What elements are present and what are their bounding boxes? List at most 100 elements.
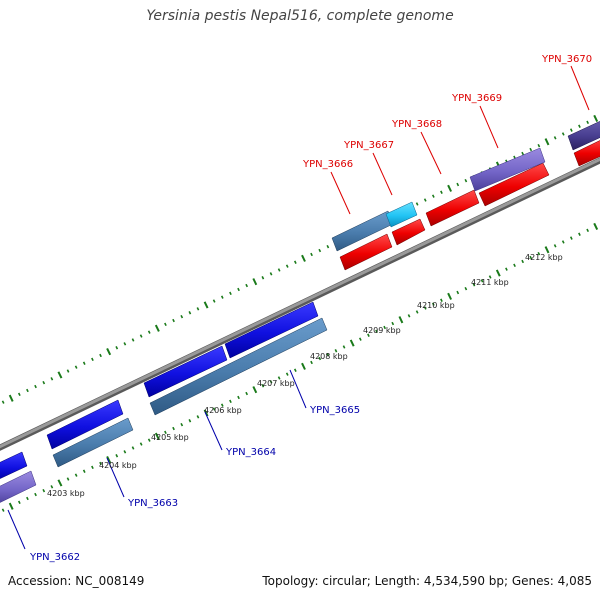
major-tick [495, 269, 501, 277]
minor-tick [269, 272, 273, 276]
minor-tick [480, 279, 484, 283]
kbp-label: 4208 kbp [310, 352, 348, 361]
minor-tick [172, 318, 175, 323]
minor-tick [123, 450, 127, 454]
gene-label[interactable]: YPN_3663 [127, 498, 178, 509]
minor-tick [326, 352, 330, 357]
kbp-label: 4211 kbp [471, 278, 509, 287]
gene-label[interactable]: YPN_3665 [309, 405, 360, 416]
minor-tick [245, 283, 249, 288]
minor-tick [212, 299, 216, 303]
gene-features [0, 121, 600, 503]
minor-tick [537, 251, 541, 256]
gene-arrow [339, 233, 393, 271]
minor-tick [586, 120, 590, 125]
minor-tick [440, 298, 443, 302]
minor-tick [586, 228, 590, 233]
gene-label[interactable]: YPN_3668 [391, 119, 442, 130]
minor-tick [277, 376, 281, 380]
minor-tick [391, 321, 395, 326]
major-tick [349, 339, 355, 347]
minor-tick [553, 136, 557, 140]
minor-tick [578, 232, 581, 236]
gene-label[interactable]: YPN_3666 [302, 159, 353, 170]
minor-tick [488, 275, 492, 279]
minor-tick [147, 438, 151, 442]
gene-label[interactable]: YPN_3662 [29, 552, 80, 563]
minor-tick [553, 244, 557, 248]
genome-backbone [0, 157, 600, 451]
major-tick [106, 347, 112, 356]
minor-tick [220, 295, 224, 299]
minor-tick [277, 268, 281, 272]
minor-tick [99, 461, 102, 466]
gene-label[interactable]: YPN_3664 [225, 447, 276, 458]
minor-tick [569, 128, 573, 132]
kbp-label: 4209 kbp [363, 326, 401, 335]
minor-tick [17, 500, 21, 505]
minor-tick [74, 365, 78, 369]
kbp-label: 4205 kbp [151, 433, 189, 442]
gene-arrow [149, 317, 328, 416]
minor-tick [188, 419, 192, 423]
minor-tick [139, 442, 143, 446]
minor-tick [375, 329, 378, 334]
minor-tick [310, 252, 313, 257]
gene-arrow [143, 345, 228, 398]
kbp-label: 4203 kbp [47, 489, 85, 498]
minor-tick [115, 454, 119, 458]
minor-tick [237, 287, 240, 292]
minor-tick [82, 361, 86, 365]
gene-arrow [425, 189, 480, 227]
major-tick [301, 254, 306, 262]
minor-tick [318, 248, 322, 253]
gene-labels-upper: YPN_3666 YPN_3667 YPN_3668 YPN_3669 YPN_… [302, 54, 592, 170]
minor-tick [196, 307, 200, 311]
minor-tick [464, 286, 468, 291]
minor-tick [293, 260, 297, 264]
minor-tick [383, 325, 387, 330]
minor-tick [464, 178, 468, 183]
minor-tick [212, 407, 216, 411]
upper-tick-track [1, 114, 599, 404]
gene-arrow [478, 162, 550, 207]
gene-arrow [385, 201, 418, 228]
minor-tick [91, 465, 94, 470]
minor-tick [261, 384, 265, 388]
minor-tick [456, 182, 460, 187]
gene-arrow [0, 451, 28, 479]
minor-tick [561, 132, 565, 136]
major-tick [447, 184, 453, 192]
gene-label[interactable]: YPN_3670 [541, 54, 592, 65]
minor-tick [310, 360, 313, 365]
minor-tick [50, 377, 54, 381]
major-tick [106, 455, 112, 464]
minor-tick [431, 194, 435, 198]
minor-tick [407, 314, 411, 318]
minor-tick [537, 143, 541, 148]
minor-tick [237, 395, 240, 400]
gene-arrow [469, 147, 546, 192]
minor-tick [334, 349, 338, 353]
minor-tick [74, 473, 78, 477]
minor-tick [139, 334, 143, 338]
major-tick [252, 278, 258, 286]
minor-tick [472, 283, 476, 287]
minor-tick [358, 337, 362, 341]
kbp-label: 4204 kbp [99, 461, 137, 470]
minor-tick [269, 380, 273, 384]
major-tick [447, 292, 453, 300]
minor-tick [456, 290, 460, 295]
gene-label[interactable]: YPN_3667 [343, 140, 394, 151]
major-tick [8, 502, 14, 510]
minor-tick [17, 392, 21, 397]
kbp-label: 4207 kbp [257, 379, 295, 388]
major-tick [544, 246, 550, 254]
minor-tick [99, 353, 102, 358]
minor-tick [131, 338, 135, 342]
minor-tick [261, 276, 265, 280]
minor-tick [91, 357, 94, 362]
gene-label[interactable]: YPN_3669 [451, 93, 502, 104]
